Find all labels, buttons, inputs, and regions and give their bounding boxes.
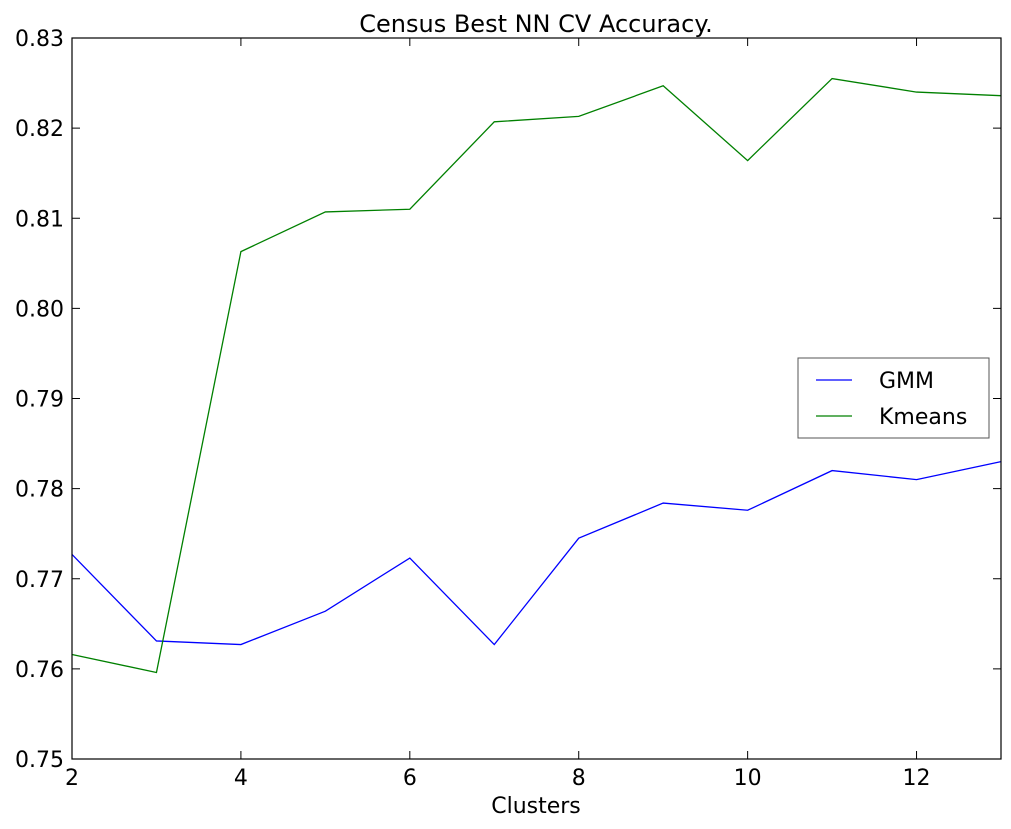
y-tick-label: 0.75 (15, 748, 64, 773)
legend-entries: GMM Kmeans (816, 369, 967, 430)
y-tick-label: 0.78 (15, 478, 64, 503)
y-tick-label: 0.83 (15, 27, 64, 52)
legend-label-kmeans: Kmeans (879, 405, 967, 430)
legend-label-gmm: GMM (879, 369, 934, 394)
x-tick-label: 12 (903, 766, 931, 791)
chart-title: Census Best NN CV Accuracy. (359, 10, 712, 38)
x-tick-label: 4 (234, 766, 248, 791)
y-tick-label: 0.76 (15, 658, 64, 683)
x-tick-label: 10 (734, 766, 762, 791)
x-axis-label: Clusters (491, 794, 581, 819)
series-line-gmm (71, 460, 1002, 646)
legend-box (797, 357, 990, 439)
x-tick-label: 8 (572, 766, 586, 791)
legend: GMM Kmeans (797, 357, 990, 439)
x-tick-label: 2 (65, 766, 79, 791)
y-tick-label: 0.81 (15, 207, 64, 232)
y-tick-label: 0.79 (15, 388, 64, 413)
y-tick-label: 0.82 (15, 117, 64, 142)
y-tick-label: 0.80 (15, 297, 64, 322)
tick-layer: 2 4 6 8 10 12 0.75 0.76 0.77 0.78 0.79 0.80 0.81 0.82… (15, 27, 1001, 791)
x-tick-label: 6 (403, 766, 417, 791)
y-tick-label: 0.77 (15, 568, 64, 593)
series-line-kmeans (71, 77, 1002, 674)
